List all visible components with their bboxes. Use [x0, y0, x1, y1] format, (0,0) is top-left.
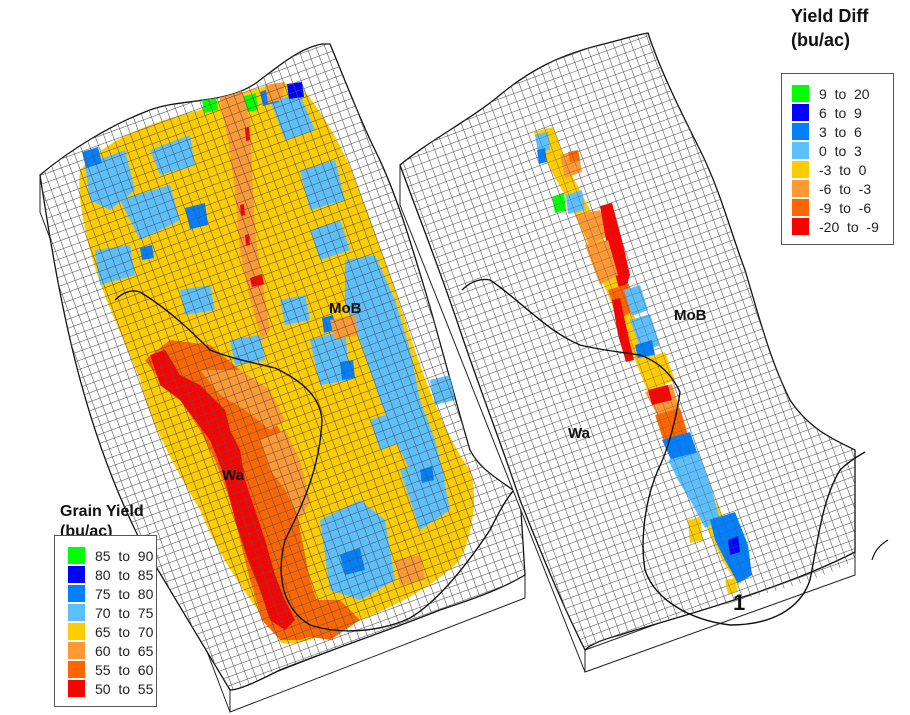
- legend-item: 6 to 9: [792, 103, 893, 122]
- legend-label: 3 to 6: [819, 123, 862, 140]
- legend-title-line1: Yield Diff: [791, 6, 869, 26]
- legend-label: 6 to 9: [819, 104, 862, 121]
- legend-label: -9 to -6: [819, 199, 872, 216]
- legend-item: 70 to 75: [68, 603, 156, 622]
- legend-item: -6 to -3: [792, 179, 893, 198]
- swatch-orange: [68, 661, 85, 678]
- legend-item: 9 to 20: [792, 84, 893, 103]
- swatch-red: [792, 218, 809, 235]
- legend-item: 60 to 65: [68, 641, 156, 660]
- swatch-orange: [792, 199, 809, 216]
- legend-item: 55 to 60: [68, 660, 156, 679]
- swatch-green: [792, 85, 809, 102]
- legend-label: 50 to 55: [95, 680, 154, 697]
- legend-label: 70 to 75: [95, 604, 154, 621]
- soil-boundary-line: [461, 278, 866, 626]
- legend-item: -9 to -6: [792, 198, 893, 217]
- swatch-blue: [68, 585, 85, 602]
- legend-label: 85 to 90: [95, 547, 154, 564]
- swatch-red: [68, 680, 85, 697]
- soil-label-wa-right: Wa: [568, 425, 590, 442]
- legend-label: 80 to 85: [95, 566, 154, 583]
- swatch-blue: [792, 123, 809, 140]
- soil-boundary-line: [114, 290, 526, 632]
- legend-item: -20 to -9: [792, 217, 893, 236]
- soil-label-mob-left: MoB: [329, 300, 362, 317]
- swatch-yellow: [68, 623, 85, 640]
- swatch-light-blue: [68, 604, 85, 621]
- swatch-light-blue: [792, 142, 809, 159]
- legend-label: 9 to 20: [819, 85, 870, 102]
- legend-item: 80 to 85: [68, 565, 156, 584]
- legend-label: 60 to 65: [95, 642, 154, 659]
- legend-item: -3 to 0: [792, 160, 893, 179]
- legend-label: 65 to 70: [95, 623, 154, 640]
- legend-item: 85 to 90: [68, 546, 156, 565]
- legend-item: 65 to 70: [68, 622, 156, 641]
- legend-title-line1: Grain Yield: [60, 503, 144, 520]
- swatch-green: [68, 547, 85, 564]
- swatch-yellow: [792, 161, 809, 178]
- legend-label: 55 to 60: [95, 661, 154, 678]
- swatch-light-orange: [792, 180, 809, 197]
- legend-item: 3 to 6: [792, 122, 893, 141]
- yield-diff-legend: 9 to 20 6 to 9 3 to 6 0 to 3 -3 to 0 -6 …: [781, 73, 894, 245]
- legend-title-line2: (bu/ac): [791, 30, 851, 50]
- left-surface-map: [39, 43, 526, 713]
- legend-item: 50 to 55: [68, 679, 156, 698]
- legend-label: -3 to 0: [819, 161, 867, 178]
- soil-label-wa-left: Wa: [222, 467, 244, 484]
- legend-item: 75 to 80: [68, 584, 156, 603]
- legend-label: -20 to -9: [819, 218, 879, 235]
- swatch-dark-blue: [792, 104, 809, 121]
- legend-item: 0 to 3: [792, 141, 893, 160]
- legend-label: 0 to 3: [819, 142, 862, 159]
- swatch-dark-blue: [68, 566, 85, 583]
- legend-label: -6 to -3: [819, 180, 872, 197]
- plot-id-label: 1: [733, 590, 746, 615]
- soil-label-mob-right: MoB: [674, 307, 707, 324]
- grain-yield-legend: 85 to 90 80 to 85 75 to 80 70 to 75 65 t…: [54, 535, 157, 707]
- legend-label: 75 to 80: [95, 585, 154, 602]
- swatch-light-orange: [68, 642, 85, 659]
- yield-diff-legend-title: Yield Diff (bu/ac): [791, 4, 868, 52]
